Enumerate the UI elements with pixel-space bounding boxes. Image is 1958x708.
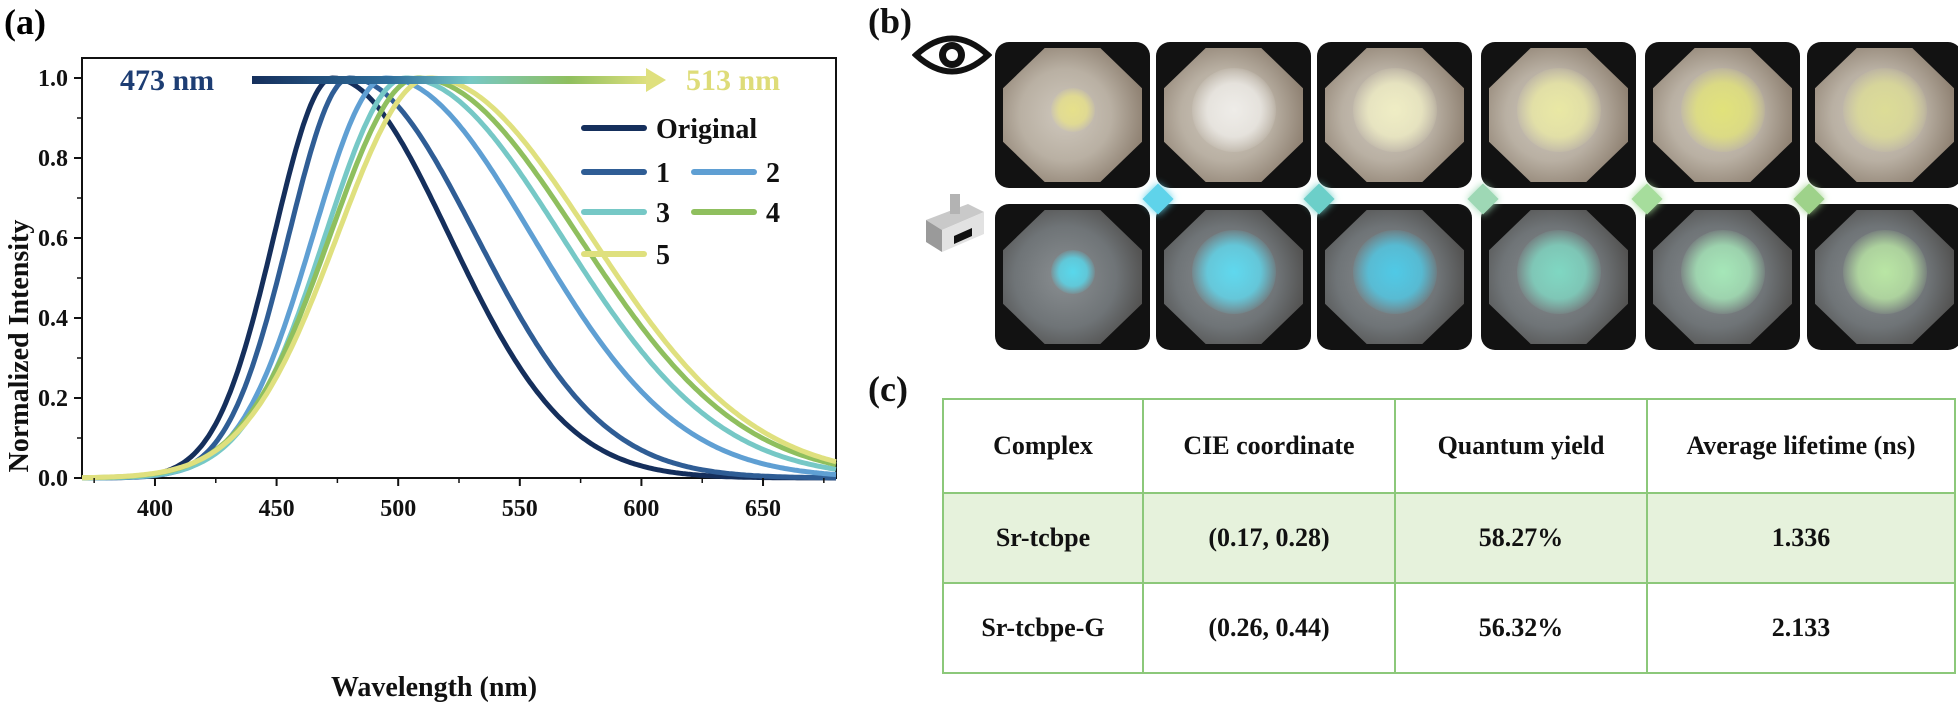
cell-lifetime: 2.133 [1646, 582, 1956, 674]
sample-spot [1843, 68, 1927, 152]
x-tick-label: 400 [137, 496, 173, 522]
sample-spot [1353, 68, 1437, 152]
chart-legend: Original 1 2 3 4 5 [581, 114, 780, 271]
y-tick-label: 1.0 [38, 66, 68, 92]
properties-table: Complex CIE coordinate Quantum yield Ave… [942, 398, 1956, 674]
header-lifetime: Average lifetime (ns) [1646, 398, 1956, 494]
sample-spot [1843, 230, 1927, 314]
x-axis-title: Wavelength (nm) [331, 672, 537, 703]
y-axis-title: Normalized Intensity [4, 220, 35, 473]
cell-complex: Sr-tcbpe [942, 492, 1144, 584]
emission-spectra-chart: (a) 400 450 500 550 600 650 0.0 0.2 0.4 0.6 0.8 1.0… [4, 2, 837, 703]
sample-spot [1681, 230, 1765, 314]
range-start-label: 473 nm [120, 64, 214, 97]
sample-spot [1681, 68, 1765, 152]
sample-spot [1192, 230, 1276, 314]
wavelength-shift-arrow: 473 nm 513 nm [120, 64, 780, 97]
visible-light-photo [1156, 42, 1311, 188]
cell-quantum-yield: 58.27% [1394, 492, 1648, 584]
legend-label: Original [656, 114, 757, 145]
table-header-row: Complex CIE coordinate Quantum yield Ave… [942, 398, 1956, 494]
sample-spot [1517, 68, 1601, 152]
cell-complex: Sr-tcbpe-G [942, 582, 1144, 674]
header-quantum-yield: Quantum yield [1394, 398, 1648, 494]
uv-light-photo [1481, 204, 1636, 350]
y-tick-label: 0.0 [38, 466, 68, 492]
legend-label: 2 [766, 158, 780, 189]
sample-spot [1051, 88, 1095, 132]
cell-lifetime: 1.336 [1646, 492, 1956, 584]
y-tick-label: 0.4 [38, 306, 68, 332]
legend-label: 4 [766, 198, 780, 229]
uv-light-photo [995, 204, 1150, 350]
header-complex: Complex [942, 398, 1144, 494]
uv-lamp-icon [926, 194, 984, 252]
visible-light-photo [995, 42, 1150, 188]
series-line-5 [81, 75, 837, 481]
range-end-label: 513 nm [686, 64, 780, 97]
uv-light-photo [1317, 204, 1472, 350]
series-line-original [81, 75, 837, 481]
x-tick-label: 650 [745, 496, 781, 522]
cell-cie: (0.17, 0.28) [1142, 492, 1396, 584]
x-tick-label: 600 [623, 496, 659, 522]
header-cie: CIE coordinate [1142, 398, 1396, 494]
uv-light-photo [1807, 204, 1958, 350]
legend-label: 3 [656, 198, 670, 229]
sample-spot [1517, 230, 1601, 314]
series-line-3 [81, 75, 837, 481]
eye-icon [912, 35, 992, 75]
photo-grid [995, 42, 1958, 357]
series-line-1 [81, 75, 837, 481]
y-tick-label: 0.6 [38, 226, 68, 252]
cell-cie: (0.26, 0.44) [1142, 582, 1396, 674]
shift-arrow-bar [252, 76, 648, 84]
legend-label: 1 [656, 158, 670, 189]
panel-label-b: (b) [868, 1, 912, 41]
sample-spot [1192, 68, 1276, 152]
sample-spot [1353, 230, 1437, 314]
x-tick-label: 500 [380, 496, 416, 522]
visible-light-photo [1317, 42, 1472, 188]
cell-quantum-yield: 56.32% [1394, 582, 1648, 674]
uv-light-photo [1156, 204, 1311, 350]
visible-light-photo [1807, 42, 1958, 188]
sample-spot [1051, 250, 1095, 294]
y-tick-label: 0.2 [38, 386, 68, 412]
x-tick-label: 450 [259, 496, 295, 522]
visible-light-photo [1645, 42, 1800, 188]
x-tick-label: 550 [502, 496, 538, 522]
table-row: Sr-tcbpe-G (0.26, 0.44) 56.32% 2.133 [942, 582, 1956, 674]
panel-label-a: (a) [4, 2, 46, 42]
visible-light-photo [1481, 42, 1636, 188]
legend-label: 5 [656, 240, 670, 271]
table-row: Sr-tcbpe (0.17, 0.28) 58.27% 1.336 [942, 492, 1956, 584]
y-tick-label: 0.8 [38, 146, 68, 172]
panel-label-c: (c) [868, 369, 908, 409]
shift-arrow-head [646, 68, 666, 92]
plot-area: 400 450 500 550 600 650 0.0 0.2 0.4 0.6 0.8 1.0 [38, 57, 837, 522]
uv-light-photo [1645, 204, 1800, 350]
